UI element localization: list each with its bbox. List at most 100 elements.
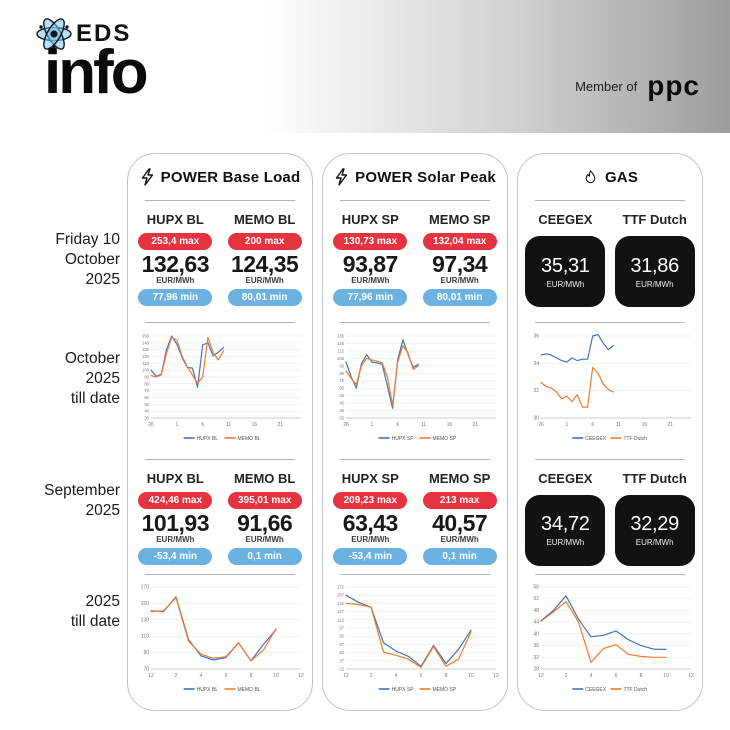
svg-text:115: 115	[337, 348, 344, 353]
svg-text:45: 45	[339, 400, 344, 405]
max-badge: 424,46 max	[138, 491, 213, 509]
stat-memo-bl-september: MEMO BL 395,01 max 91,66 EUR/MWh 0,1 min	[223, 471, 307, 574]
svg-text:12: 12	[493, 673, 499, 679]
divider	[145, 573, 295, 575]
divider	[340, 458, 490, 460]
svg-text:150: 150	[142, 333, 150, 338]
svg-text:16: 16	[252, 422, 258, 428]
svg-text:95: 95	[339, 363, 344, 368]
svg-text:8: 8	[250, 673, 253, 679]
svg-text:30: 30	[144, 415, 149, 420]
svg-text:4: 4	[200, 673, 203, 679]
svg-text:32: 32	[533, 655, 539, 661]
stat-label: CEEGEX	[538, 470, 593, 486]
stat-ttf-dutch-september: TTF Dutch 32,29 EUR/MWh	[613, 471, 697, 574]
divider	[340, 573, 490, 575]
september-stats: HUPX SP 209,23 max 63,43 EUR/MWh -53,4 m…	[323, 460, 507, 574]
svg-text:37: 37	[339, 659, 344, 664]
stat-value: 124,35	[230, 251, 299, 277]
stat-label: HUPX SP	[341, 212, 399, 227]
svg-text:21: 21	[473, 422, 479, 428]
divider	[535, 200, 685, 201]
min-badge: 0,1 min	[422, 547, 497, 565]
svg-text:135: 135	[337, 333, 345, 338]
svg-text:30: 30	[533, 415, 539, 421]
stat-unit: EUR/MWh	[156, 534, 195, 544]
svg-text:MEMO SP: MEMO SP	[433, 436, 457, 442]
svg-text:127: 127	[337, 609, 345, 614]
row-label-october-till-date: October 2025 till date	[64, 350, 120, 407]
svg-text:52: 52	[533, 596, 539, 602]
stat-unit: EUR/MWh	[156, 276, 195, 286]
svg-text:10: 10	[468, 673, 474, 679]
svg-text:130: 130	[141, 618, 150, 624]
min-badge: 80,01 min	[422, 289, 497, 307]
header: EDS info Member of ppc	[0, 0, 730, 133]
svg-text:12: 12	[343, 673, 349, 679]
svg-text:8: 8	[640, 673, 643, 679]
svg-text:110: 110	[142, 361, 149, 366]
svg-text:150: 150	[141, 601, 150, 607]
svg-text:142: 142	[337, 601, 345, 606]
svg-text:82: 82	[339, 634, 344, 639]
day-stats: HUPX SP 130,73 max 93,87 EUR/MWh 77,96 m…	[323, 201, 507, 322]
lightning-icon	[334, 168, 349, 186]
stat-label: MEMO SP	[428, 470, 491, 486]
september-stats: HUPX BL 424,46 max 101,93 EUR/MWh -53,4 …	[128, 460, 312, 574]
svg-text:28: 28	[533, 667, 539, 673]
row-label-september: September 2025	[44, 482, 120, 519]
max-badge: 132,04 max	[422, 233, 497, 250]
svg-text:60: 60	[144, 395, 149, 400]
svg-text:80: 80	[144, 381, 149, 386]
svg-text:40: 40	[533, 632, 539, 638]
stat-hupx-bl-september: HUPX BL 424,46 max 101,93 EUR/MWh -53,4 …	[133, 471, 217, 574]
svg-text:40: 40	[144, 408, 149, 413]
divider	[145, 322, 295, 323]
logo-text-eds: EDS	[76, 20, 132, 47]
svg-text:4: 4	[590, 673, 593, 679]
stat-unit: EUR/MWh	[635, 538, 674, 547]
svg-text:HUPX BL: HUPX BL	[197, 687, 219, 693]
stat-ceegex-september: CEEGEX 34,72 EUR/MWh	[523, 471, 607, 574]
panel-gas: GAS CEEGEX 35,31 EUR/MWh TTF Dutch 31,86…	[517, 153, 703, 711]
svg-text:6: 6	[420, 673, 423, 679]
min-badge: 0,1 min	[227, 547, 302, 565]
svg-text:1: 1	[175, 422, 178, 428]
svg-text:26: 26	[343, 422, 349, 428]
stat-label: CEEGEX	[538, 212, 593, 227]
min-badge: -53,4 min	[138, 547, 213, 565]
stat-value: 35,31	[541, 254, 590, 277]
svg-text:21: 21	[278, 422, 284, 428]
panel-title-text: GAS	[604, 168, 639, 186]
divider	[535, 322, 685, 323]
svg-text:1: 1	[370, 422, 373, 428]
chart-power-solar-peak-october: 25 35 45 55 65 75 85 95 105 115 125 135 26 1 6 11 16 21 HU…	[323, 323, 507, 459]
svg-text:12: 12	[538, 673, 544, 679]
stat-value: 91,66	[237, 509, 293, 536]
member-of-label: Member of	[575, 78, 638, 94]
divider	[535, 458, 685, 460]
svg-text:HUPX SP: HUPX SP	[392, 687, 415, 693]
svg-text:11: 11	[616, 422, 621, 428]
svg-text:HUPX BL: HUPX BL	[197, 436, 219, 442]
panel-title-gas: GAS	[518, 154, 702, 200]
stat-hupx-sp-day: HUPX SP 130,73 max 93,87 EUR/MWh 77,96 m…	[328, 212, 412, 322]
svg-text:2: 2	[565, 673, 568, 679]
stat-value: 93,87	[342, 251, 399, 277]
panel-title-power-base-load: POWER Base Load	[128, 154, 312, 200]
stat-value: 97,34	[432, 251, 488, 277]
svg-text:1: 1	[565, 422, 568, 428]
svg-text:110: 110	[141, 634, 149, 640]
svg-text:16: 16	[642, 422, 648, 428]
gas-price-box: 34,72 EUR/MWh	[525, 494, 606, 566]
member-of-lockup: Member of ppc	[575, 72, 700, 100]
stat-label: MEMO SP	[428, 212, 491, 227]
svg-text:170: 170	[141, 585, 150, 591]
stat-memo-sp-day: MEMO SP 132,04 max 97,34 EUR/MWh 80,01 m…	[418, 212, 502, 322]
svg-text:67: 67	[339, 642, 344, 647]
svg-text:6: 6	[396, 422, 399, 428]
stat-unit: EUR/MWh	[546, 538, 585, 547]
gas-price-box: 31,86 EUR/MWh	[614, 236, 695, 307]
stat-unit: EUR/MWh	[440, 534, 479, 544]
stat-unit: EUR/MWh	[440, 276, 479, 286]
